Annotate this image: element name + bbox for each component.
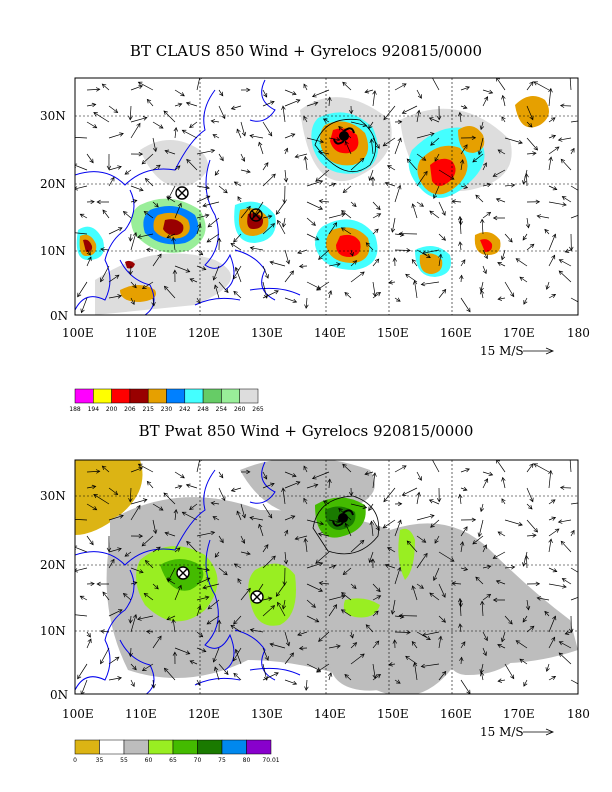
colorbar-label: 194 — [88, 406, 100, 413]
panel1-x-axis: 100E 110E 120E 130E 140E 150E 160E 170E … — [62, 326, 590, 340]
y-tick-label: 10N — [40, 624, 66, 638]
x-tick-label: 100E — [62, 326, 94, 340]
x-tick-label: 150E — [377, 707, 409, 721]
panel2-ref-vector-label: 15 M/S — [480, 725, 524, 739]
y-tick-label: 30N — [40, 489, 66, 503]
x-tick-label: 120E — [188, 326, 220, 340]
y-tick-label: 0N — [50, 688, 68, 702]
colorbar-label: 206 — [124, 406, 136, 413]
panel1-ref-vector-label: 15 M/S — [480, 344, 524, 358]
x-tick-label: 130E — [251, 326, 283, 340]
panel2-y-axis: 0N 10N 20N 30N — [40, 489, 68, 702]
panel1-colorbar: 188 194 200 206 215 230 242 248 254 260 265 — [69, 388, 264, 413]
x-tick-label: 140E — [314, 326, 346, 340]
panel2-ref-vector-arrow — [523, 728, 555, 736]
x-tick-label: 110E — [125, 326, 157, 340]
panel1-gyre-marker — [175, 186, 189, 200]
x-tick-label: 150E — [377, 326, 409, 340]
colorbar-label: 75 — [218, 757, 226, 764]
panel2-gridlines — [75, 460, 578, 694]
colorbar-label: 200 — [106, 406, 118, 413]
x-tick-label: 130E — [251, 707, 283, 721]
colorbar-swatch — [74, 388, 94, 404]
y-tick-label: 10N — [40, 244, 66, 258]
panel2-gyre-marker-2 — [250, 590, 264, 604]
panel1-frame — [74, 77, 579, 316]
colorbar-label: 248 — [197, 406, 209, 413]
y-tick-label: 0N — [50, 309, 68, 323]
colorbar-label: 70 — [194, 757, 202, 764]
panel1-brightness-field — [76, 96, 549, 315]
panel2-frame — [74, 459, 579, 695]
y-tick-label: 30N — [40, 109, 66, 123]
colorbar-swatch — [166, 388, 186, 404]
colorbar-label: 215 — [142, 406, 154, 413]
colorbar-swatch — [74, 739, 100, 755]
panel2-gyre-marker — [176, 566, 190, 580]
colorbar-label: 230 — [161, 406, 173, 413]
panel2-x-axis: 100E 110E 120E 130E 140E 150E 160E 170E … — [62, 707, 590, 721]
y-tick-label: 20N — [40, 177, 66, 191]
colorbar-swatch — [93, 388, 112, 404]
panel1-wind-vectors — [75, 78, 578, 314]
colorbar-label: 80 — [243, 757, 251, 764]
panel2-coastlines — [75, 461, 301, 694]
colorbar-label: 55 — [120, 757, 128, 764]
colorbar-swatch — [184, 388, 204, 404]
panel2-typhoon-symbol — [312, 495, 380, 555]
colorbar-swatch — [221, 388, 240, 404]
x-tick-label: 180 — [567, 707, 590, 721]
colorbar-label: 35 — [96, 757, 104, 764]
colorbar-label: 260 — [234, 406, 246, 413]
panel2-wind-vectors — [75, 460, 578, 694]
colorbar-label: 242 — [179, 406, 191, 413]
colorbar-label: 60 — [145, 757, 153, 764]
x-tick-label: 160E — [440, 326, 472, 340]
colorbar-swatch — [147, 388, 167, 404]
panel1-gyre-marker-2 — [249, 208, 263, 222]
colorbar-label: 265 — [252, 406, 264, 413]
colorbar-swatch — [111, 388, 131, 404]
panel1-gridlines — [75, 78, 578, 315]
colorbar-label: 188 — [69, 406, 81, 413]
colorbar-label: 254 — [216, 406, 228, 413]
x-tick-label: 170E — [503, 707, 535, 721]
x-tick-label: 180 — [567, 326, 590, 340]
panel1-ref-vector-arrow — [523, 347, 555, 355]
panel2-title: BT Pwat 850 Wind + Gyrelocs 920815/0000 — [138, 422, 474, 440]
colorbar-label: 0 — [73, 757, 77, 764]
colorbar-swatch — [246, 739, 272, 755]
panel1-y-axis: 0N 10N 20N 30N — [40, 109, 68, 323]
colorbar-swatch — [221, 739, 247, 755]
colorbar-swatch — [239, 388, 259, 404]
colorbar-swatch — [99, 739, 125, 755]
panel1-typhoon-symbol — [314, 118, 377, 173]
colorbar-swatch — [202, 388, 222, 404]
x-tick-label: 140E — [314, 707, 346, 721]
colorbar-swatch — [197, 739, 223, 755]
x-tick-label: 160E — [440, 707, 472, 721]
colorbar-swatch — [129, 388, 149, 404]
x-tick-label: 110E — [125, 707, 157, 721]
panel2-colorbar: 0 35 55 60 65 70 75 80 70.01 — [73, 739, 280, 764]
colorbar-swatch — [123, 739, 149, 755]
panel1-title: BT CLAUS 850 Wind + Gyrelocs 920815/0000 — [129, 42, 483, 60]
panel2-pwat-field — [75, 460, 578, 694]
x-tick-label: 100E — [62, 707, 94, 721]
colorbar-swatch — [172, 739, 198, 755]
x-tick-label: 120E — [188, 707, 220, 721]
x-tick-label: 170E — [503, 326, 535, 340]
colorbar-label: 65 — [169, 757, 177, 764]
colorbar-swatch — [148, 739, 174, 755]
colorbar-label: 70.01 — [262, 757, 279, 764]
y-tick-label: 20N — [40, 558, 66, 572]
